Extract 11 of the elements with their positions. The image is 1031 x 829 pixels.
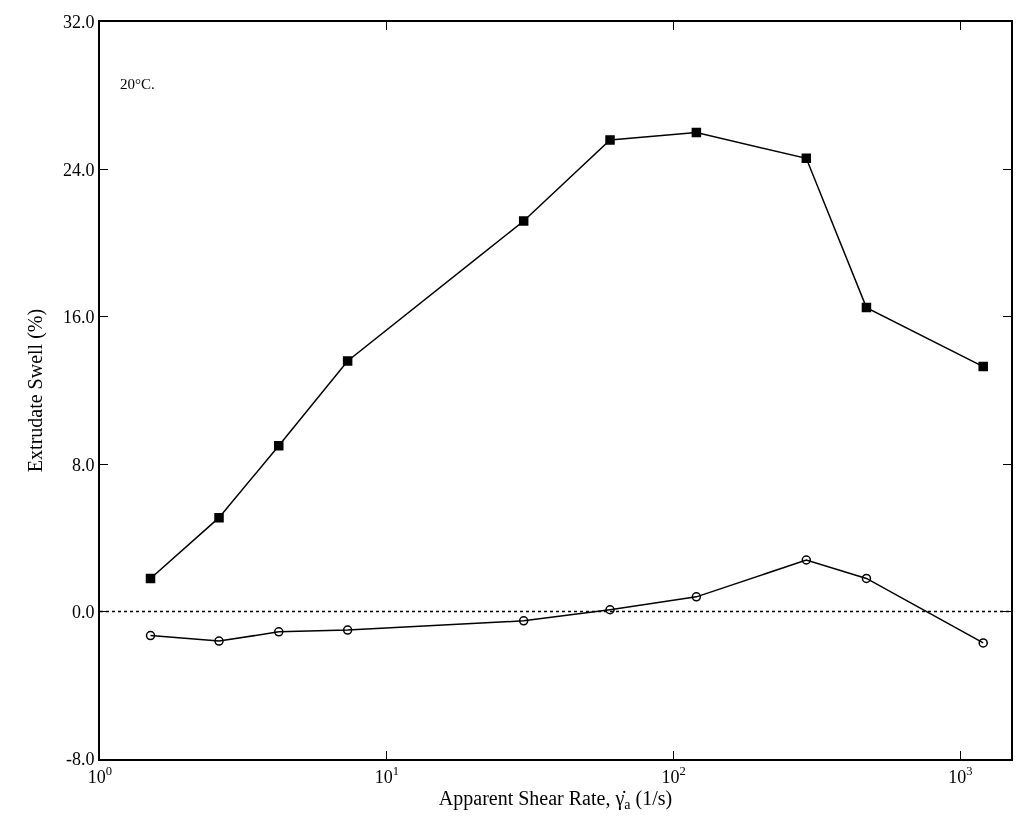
y-tick-label: 8.0 [71, 454, 95, 475]
y-tick-label: 0.0 [71, 601, 95, 622]
y-tick-label: 32.0 [62, 12, 95, 33]
x-axis-title: Apparent Shear Rate, γ̇$_{a}$ (1/s) [438, 786, 673, 812]
y-axis-title: Extrudate Swell (%) [23, 308, 47, 473]
x-tick-label: 10$^{3}$ [948, 764, 973, 787]
annotation: 20°C. [120, 76, 155, 92]
y-tick-label: 24.0 [62, 159, 95, 180]
x-tick-label: 10$^{1}$ [374, 764, 399, 787]
x-tick-label: 10$^{2}$ [661, 764, 686, 787]
y-tick-label: 16.0 [62, 307, 95, 328]
